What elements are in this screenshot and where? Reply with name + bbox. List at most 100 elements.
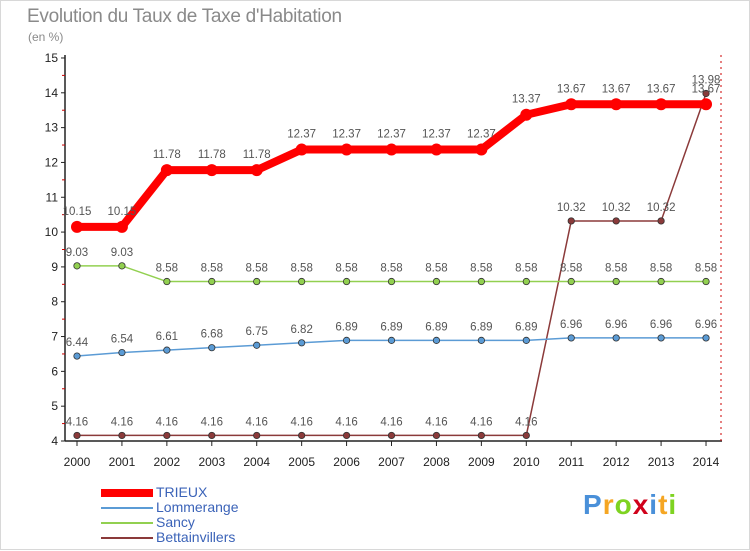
y-tick-label: 14 (45, 86, 59, 100)
data-label-sancy: 8.58 (380, 263, 402, 275)
legend-swatch-sancy (101, 522, 153, 524)
data-point-bettainvillers (253, 431, 261, 440)
data-point-sancy (253, 277, 261, 286)
data-point-bettainvillers (163, 431, 171, 440)
data-label-lommerange: 6.82 (290, 324, 312, 336)
data-label-trieux: 11.78 (198, 149, 226, 161)
data-label-trieux: 13.67 (602, 83, 631, 95)
data-point-sancy (163, 277, 171, 286)
x-tick-label: 2006 (333, 455, 360, 469)
data-point-bettainvillers (522, 431, 530, 440)
legend-swatch-trieux (101, 489, 153, 497)
data-point-sancy (612, 277, 620, 286)
y-tick-label: 10 (45, 225, 59, 239)
legend-label-trieux: TRIEUX (156, 484, 208, 500)
x-tick-label: 2008 (423, 455, 450, 469)
y-tick-label: 15 (45, 51, 59, 65)
data-label-bettainvillers: 4.16 (470, 416, 492, 428)
data-label-lommerange: 6.89 (470, 321, 492, 333)
legend-swatch-bettainvillers (101, 537, 153, 539)
data-label-sancy: 8.58 (201, 263, 223, 275)
data-label-trieux: 12.37 (422, 129, 451, 141)
data-label-lommerange: 6.89 (380, 321, 402, 333)
data-label-sancy: 8.58 (695, 263, 717, 275)
data-point-sancy (477, 277, 485, 286)
x-tick-label: 2012 (603, 455, 630, 469)
y-tick-label: 12 (45, 155, 59, 169)
chart-unit: (en %) (28, 30, 64, 44)
data-point-bettainvillers (118, 431, 126, 440)
data-label-bettainvillers: 4.16 (380, 416, 402, 428)
data-point-lommerange (567, 334, 575, 342)
data-point-trieux (385, 143, 398, 156)
data-label-lommerange: 6.89 (515, 321, 537, 333)
data-point-trieux (475, 143, 488, 156)
proxiti-logo: Proxiti (583, 489, 677, 521)
data-point-bettainvillers (208, 431, 216, 440)
data-point-trieux (340, 143, 353, 156)
x-tick-label: 2000 (64, 455, 91, 469)
data-label-bettainvillers: 4.16 (425, 416, 447, 428)
legend-item-bettainvillers: Bettainvillers (101, 529, 301, 547)
data-label-sancy: 8.58 (560, 263, 582, 275)
data-point-trieux (115, 220, 128, 233)
data-label-sancy: 9.03 (111, 247, 133, 259)
y-tick-label: 9 (51, 260, 58, 274)
data-label-bettainvillers: 4.16 (290, 416, 312, 428)
data-label-sancy: 8.58 (470, 263, 492, 275)
data-point-trieux (520, 108, 533, 121)
data-point-bettainvillers (432, 431, 441, 440)
data-label-bettainvillers: 4.16 (335, 416, 357, 428)
data-point-trieux (295, 143, 308, 156)
data-label-bettainvillers: 10.32 (647, 202, 676, 214)
data-label-trieux: 12.37 (467, 129, 496, 141)
y-tick-label: 11 (46, 190, 59, 204)
data-point-trieux (430, 143, 443, 156)
data-point-bettainvillers (342, 431, 351, 440)
data-point-trieux (700, 98, 713, 111)
data-point-sancy (208, 277, 216, 286)
x-tick-label: 2011 (558, 455, 584, 469)
data-label-bettainvillers: 4.16 (156, 416, 178, 428)
data-point-lommerange (387, 336, 396, 344)
x-tick-label: 2009 (468, 455, 495, 469)
data-label-sancy: 9.03 (66, 247, 88, 259)
data-point-lommerange (612, 334, 620, 342)
data-label-trieux: 12.37 (332, 129, 361, 141)
y-tick-label: 6 (51, 364, 58, 378)
data-label-lommerange: 6.68 (201, 329, 223, 341)
data-label-trieux: 11.78 (243, 149, 271, 161)
logo-letter: t (658, 489, 669, 520)
data-point-sancy (387, 277, 396, 286)
data-label-sancy: 8.58 (515, 263, 537, 275)
y-tick-label: 5 (51, 399, 58, 413)
data-label-sancy: 8.58 (156, 263, 178, 275)
data-label-trieux: 13.67 (647, 83, 676, 95)
data-label-trieux: 13.67 (692, 83, 721, 95)
data-point-sancy (298, 277, 306, 286)
data-point-lommerange (477, 336, 485, 344)
data-label-sancy: 8.58 (335, 263, 357, 275)
data-point-lommerange (298, 339, 306, 347)
data-label-lommerange: 6.54 (111, 334, 134, 346)
y-tick-label: 4 (51, 434, 58, 448)
chart-title: Evolution du Taux de Taxe d'Habitation (27, 6, 342, 27)
data-point-trieux (565, 98, 578, 111)
legend-item-sancy: Sancy (101, 514, 301, 532)
data-label-trieux: 12.37 (377, 129, 406, 141)
data-point-trieux (610, 98, 623, 111)
data-label-bettainvillers: 4.16 (515, 416, 537, 428)
data-point-trieux (160, 164, 173, 177)
data-point-bettainvillers (567, 217, 575, 225)
logo-letter: o (614, 489, 633, 520)
data-point-sancy (342, 277, 351, 286)
data-point-sancy (702, 277, 710, 286)
data-point-bettainvillers (298, 431, 306, 440)
data-point-lommerange (73, 352, 81, 360)
data-point-sancy (522, 277, 530, 286)
data-point-lommerange (702, 334, 710, 342)
legend-label-sancy: Sancy (156, 514, 195, 530)
x-tick-label: 2003 (198, 455, 225, 469)
